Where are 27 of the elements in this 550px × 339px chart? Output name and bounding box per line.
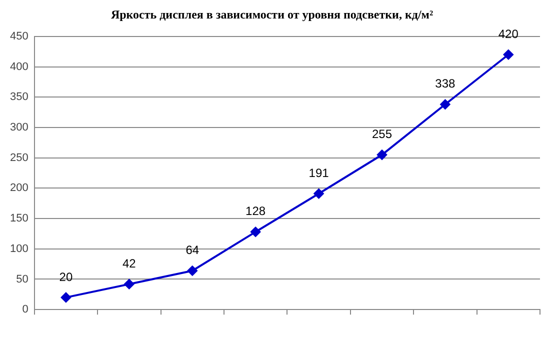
y-tick-label: 200	[10, 182, 28, 194]
y-tick-label: 50	[16, 273, 28, 286]
point	[124, 279, 134, 290]
data-label: 191	[308, 166, 330, 180]
point	[314, 188, 324, 199]
point	[376, 150, 387, 160]
point	[250, 226, 261, 237]
point	[440, 99, 450, 110]
chart-title: Яркость дисплея в зависимости от уровня подсветки, кд/м²	[110, 7, 434, 22]
y-tick-label: 250	[10, 152, 28, 164]
data-label: 255	[372, 127, 392, 142]
y-tick-label: 100	[10, 242, 28, 255]
y-tick-label: 0	[22, 304, 28, 316]
data-label: 338	[435, 76, 456, 91]
point	[60, 292, 71, 302]
point	[187, 266, 198, 276]
y-tick-label: 150	[10, 212, 28, 225]
y-tick-label: 300	[10, 122, 28, 134]
data-label: 420	[498, 26, 519, 41]
data-label: 42	[122, 256, 136, 270]
y-tick-label: 450	[10, 30, 28, 42]
data-label: 128	[246, 204, 266, 218]
data-label: 20	[59, 270, 73, 284]
data-label: 64	[186, 243, 200, 258]
y-tick-label: 400	[10, 60, 28, 73]
y-tick-label: 350	[10, 91, 28, 104]
point	[503, 50, 514, 60]
